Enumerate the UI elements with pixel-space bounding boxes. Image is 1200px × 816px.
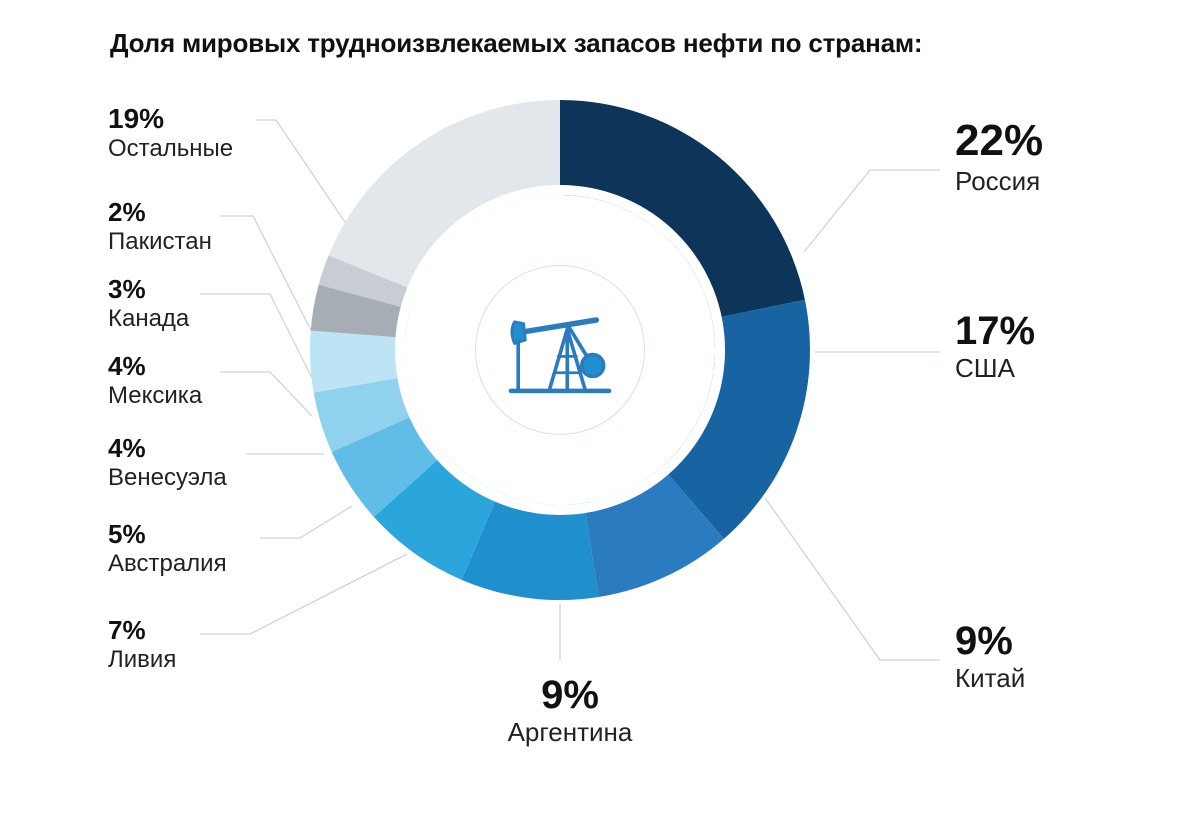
label-name: США [955,354,1035,384]
label-США: 17%США [955,308,1035,384]
label-Венесуэла: 4%Венесуэла [108,434,227,491]
label-name: Россия [955,167,1043,197]
label-pct: 17% [955,308,1035,354]
label-pct: 9% [480,672,660,718]
label-Аргентина: 9%Аргентина [480,672,660,748]
label-pct: 2% [108,198,212,228]
donut-chart [300,90,820,610]
label-name: Австралия [108,550,227,578]
label-name: Венесуэла [108,464,227,492]
label-Пакистан: 2%Пакистан [108,198,212,255]
label-pct: 9% [955,618,1025,664]
label-name: Ливия [108,646,176,674]
label-pct: 22% [955,116,1043,167]
label-Австралия: 5%Австралия [108,520,227,577]
leader-Канада [200,294,313,380]
label-pct: 19% [108,103,233,135]
label-name: Китай [955,664,1025,694]
label-pct: 4% [108,434,227,464]
label-name: Мексика [108,382,202,410]
label-name: Аргентина [480,718,660,748]
label-pct: 7% [108,616,176,646]
label-pct: 3% [108,275,189,305]
label-Мексика: 4%Мексика [108,352,202,409]
oil-pump-icon [505,300,615,400]
label-name: Канада [108,305,189,333]
leader-Мексика [220,372,312,416]
label-pct: 4% [108,352,202,382]
leader-Россия [804,170,940,252]
label-Остальные: 19%Остальные [108,103,233,163]
label-Канада: 3%Канада [108,275,189,332]
label-Ливия: 7%Ливия [108,616,176,673]
oil-reserves-infographic: Доля мировых трудноизвлекаемых запасов н… [0,0,1200,816]
label-name: Пакистан [108,228,212,256]
label-pct: 5% [108,520,227,550]
label-name: Остальные [108,135,233,163]
label-Китай: 9%Китай [955,618,1025,694]
label-Россия: 22%Россия [955,116,1043,196]
center-circle [475,265,645,435]
